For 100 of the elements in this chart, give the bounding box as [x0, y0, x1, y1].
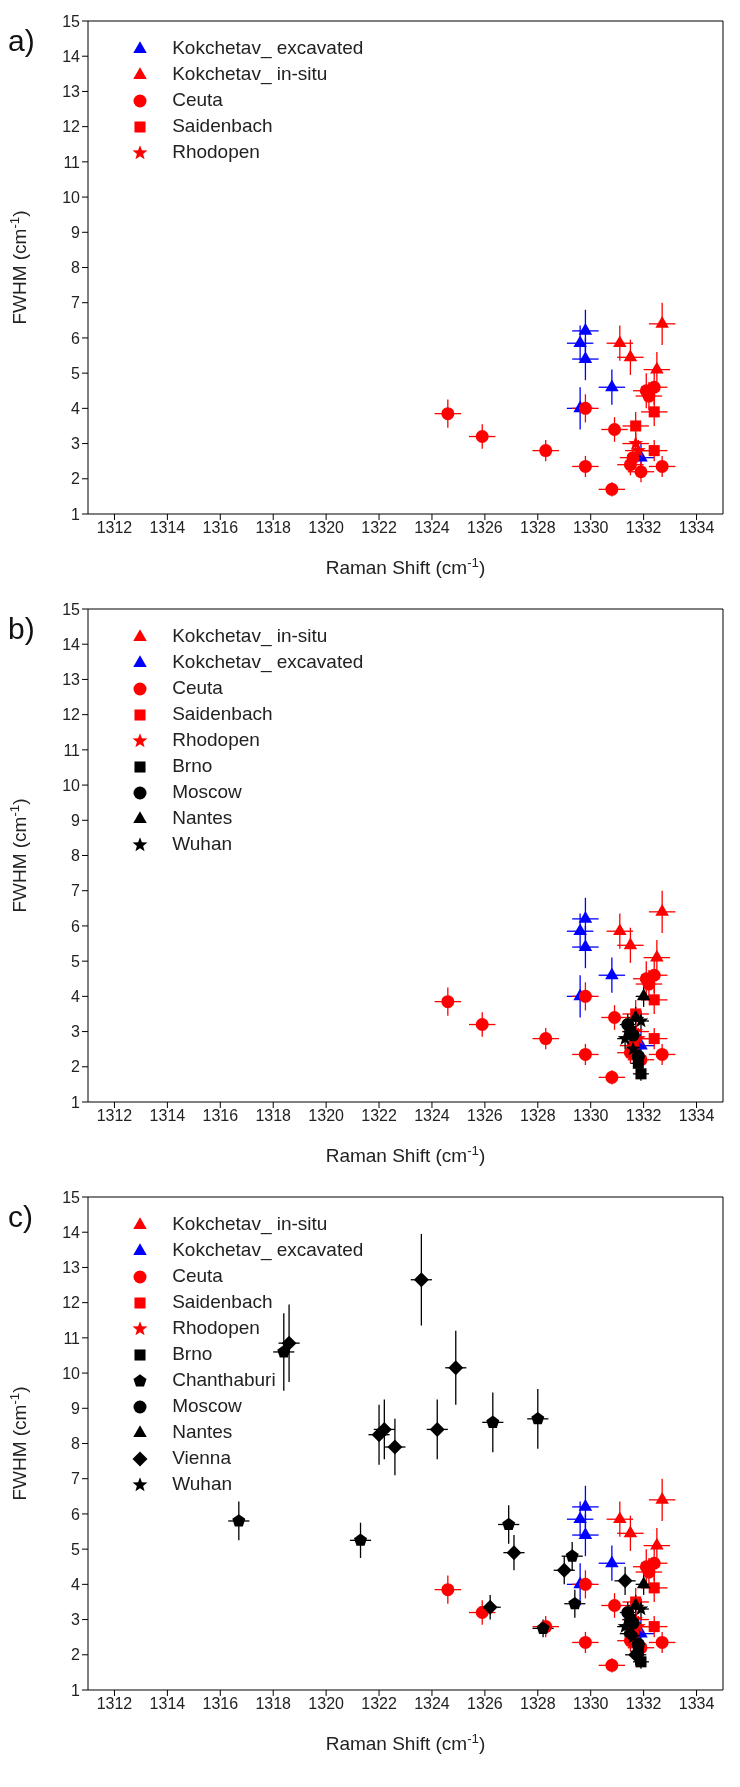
legend-label: Wuhan — [172, 1472, 233, 1495]
y-tick-label: 9 — [71, 223, 81, 241]
y-tick-label: 9 — [71, 811, 81, 829]
x-tick-label: 1324 — [414, 1695, 450, 1713]
y-tick-label: 15 — [62, 1188, 81, 1206]
y-tick-label: 5 — [71, 364, 81, 382]
chart-title: a) — [8, 24, 35, 58]
legend-label: Saidenbach — [172, 702, 273, 725]
legend-label: Moscow — [172, 780, 242, 803]
y-tick-label: 13 — [62, 83, 81, 101]
y-tick-label: 2 — [71, 1646, 81, 1664]
y-tick-label: 1 — [71, 1681, 81, 1699]
legend-label: Wuhan — [172, 832, 233, 855]
y-tick-label: 8 — [71, 1435, 81, 1453]
y-tick-label: 11 — [63, 741, 81, 759]
legend-label: Ceuta — [172, 88, 223, 111]
x-tick-label: 1312 — [96, 1695, 133, 1713]
y-tick-label: 7 — [71, 294, 81, 312]
y-tick-label: 8 — [71, 259, 81, 277]
y-tick-label: 15 — [62, 600, 81, 618]
y-tick-label: 6 — [71, 1505, 81, 1523]
x-tick-label: 1322 — [361, 519, 397, 537]
y-tick-label: 7 — [71, 1470, 81, 1488]
y-tick-label: 13 — [62, 1259, 81, 1277]
x-tick-label: 1322 — [361, 1107, 397, 1125]
y-tick-label: 8 — [71, 847, 81, 865]
x-tick-label: 1318 — [255, 1695, 292, 1713]
y-tick-label: 10 — [62, 1364, 81, 1382]
legend-label: Ceuta — [172, 676, 223, 699]
y-tick-label: 9 — [71, 1399, 81, 1417]
legend-label: Kokchetav_ excavated — [172, 36, 364, 59]
x-tick-label: 1326 — [467, 519, 503, 537]
legend-label: Kokchetav_ excavated — [172, 650, 364, 673]
x-axis-title: Raman Shift (cm$^{-1}$) — [325, 554, 486, 578]
y-tick-label: 10 — [62, 776, 81, 794]
x-tick-label: 1334 — [678, 1107, 715, 1125]
y-tick-label: 14 — [62, 1223, 81, 1241]
legend-label: Moscow — [172, 1394, 242, 1417]
y-tick-label: 7 — [71, 882, 81, 900]
y-tick-label: 12 — [62, 706, 81, 724]
x-tick-label: 1316 — [202, 519, 239, 537]
x-tick-label: 1318 — [255, 1107, 292, 1125]
x-tick-label: 1324 — [414, 519, 450, 537]
y-tick-label: 3 — [71, 435, 81, 453]
legend-label: Ceuta — [172, 1264, 223, 1287]
legend-label: Chanthaburi — [172, 1368, 276, 1391]
y-tick-label: 12 — [62, 1294, 81, 1312]
x-tick-label: 1328 — [519, 1695, 556, 1713]
y-tick-label: 10 — [62, 188, 81, 206]
x-tick-label: 1332 — [625, 1695, 662, 1713]
y-tick-label: 3 — [71, 1611, 81, 1629]
x-tick-label: 1334 — [678, 1695, 715, 1713]
y-tick-label: 4 — [71, 1576, 81, 1594]
x-tick-label: 1324 — [414, 1107, 450, 1125]
x-tick-label: 1320 — [308, 519, 345, 537]
x-tick-label: 1320 — [308, 1107, 345, 1125]
x-tick-label: 1332 — [625, 1107, 662, 1125]
x-axis-title: Raman Shift (cm$^{-1}$) — [325, 1730, 486, 1754]
x-tick-label: 1314 — [149, 1695, 186, 1713]
legend-label: Rhodopen — [172, 140, 260, 163]
x-tick-label: 1318 — [255, 519, 292, 537]
x-tick-label: 1326 — [467, 1695, 503, 1713]
y-tick-label: 11 — [63, 153, 81, 171]
y-tick-label: 14 — [62, 635, 81, 653]
x-tick-label: 1312 — [96, 519, 133, 537]
legend-label: Vienna — [172, 1446, 231, 1469]
x-tick-label: 1314 — [149, 519, 186, 537]
y-tick-label: 1 — [71, 505, 81, 523]
y-tick-label: 2 — [71, 1058, 81, 1076]
y-tick-label: 4 — [71, 400, 81, 418]
y-tick-label: 2 — [71, 470, 81, 488]
x-tick-label: 1314 — [149, 1107, 186, 1125]
x-tick-label: 1326 — [467, 1107, 503, 1125]
legend-label: Nantes — [172, 1420, 233, 1443]
x-tick-label: 1316 — [202, 1695, 239, 1713]
legend-label: Kokchetav_ excavated — [172, 1238, 364, 1261]
x-tick-label: 1330 — [572, 519, 609, 537]
x-tick-label: 1328 — [519, 1107, 556, 1125]
x-tick-label: 1312 — [96, 1107, 133, 1125]
x-tick-label: 1322 — [361, 1695, 397, 1713]
y-tick-label: 14 — [62, 47, 81, 65]
y-tick-label: 6 — [71, 917, 81, 935]
legend-label: Kokchetav_ in-situ — [172, 62, 328, 85]
legend-label: Brno — [172, 1342, 213, 1365]
legend-label: Saidenbach — [172, 114, 273, 137]
x-tick-label: 1332 — [625, 519, 662, 537]
legend-label: Rhodopen — [172, 1316, 260, 1339]
y-tick-label: 11 — [63, 1329, 81, 1347]
y-tick-label: 3 — [71, 1023, 81, 1041]
y-tick-label: 1 — [71, 1093, 81, 1111]
y-tick-label: 5 — [71, 952, 81, 970]
y-tick-label: 13 — [62, 671, 81, 689]
y-tick-label: 6 — [71, 329, 81, 347]
chart-title: b) — [8, 612, 35, 646]
x-tick-label: 1320 — [308, 1695, 345, 1713]
x-tick-label: 1330 — [572, 1695, 609, 1713]
legend-label: Kokchetav_ in-situ — [172, 1212, 328, 1235]
legend-label: Nantes — [172, 806, 233, 829]
x-tick-label: 1316 — [202, 1107, 239, 1125]
x-tick-label: 1328 — [519, 519, 556, 537]
